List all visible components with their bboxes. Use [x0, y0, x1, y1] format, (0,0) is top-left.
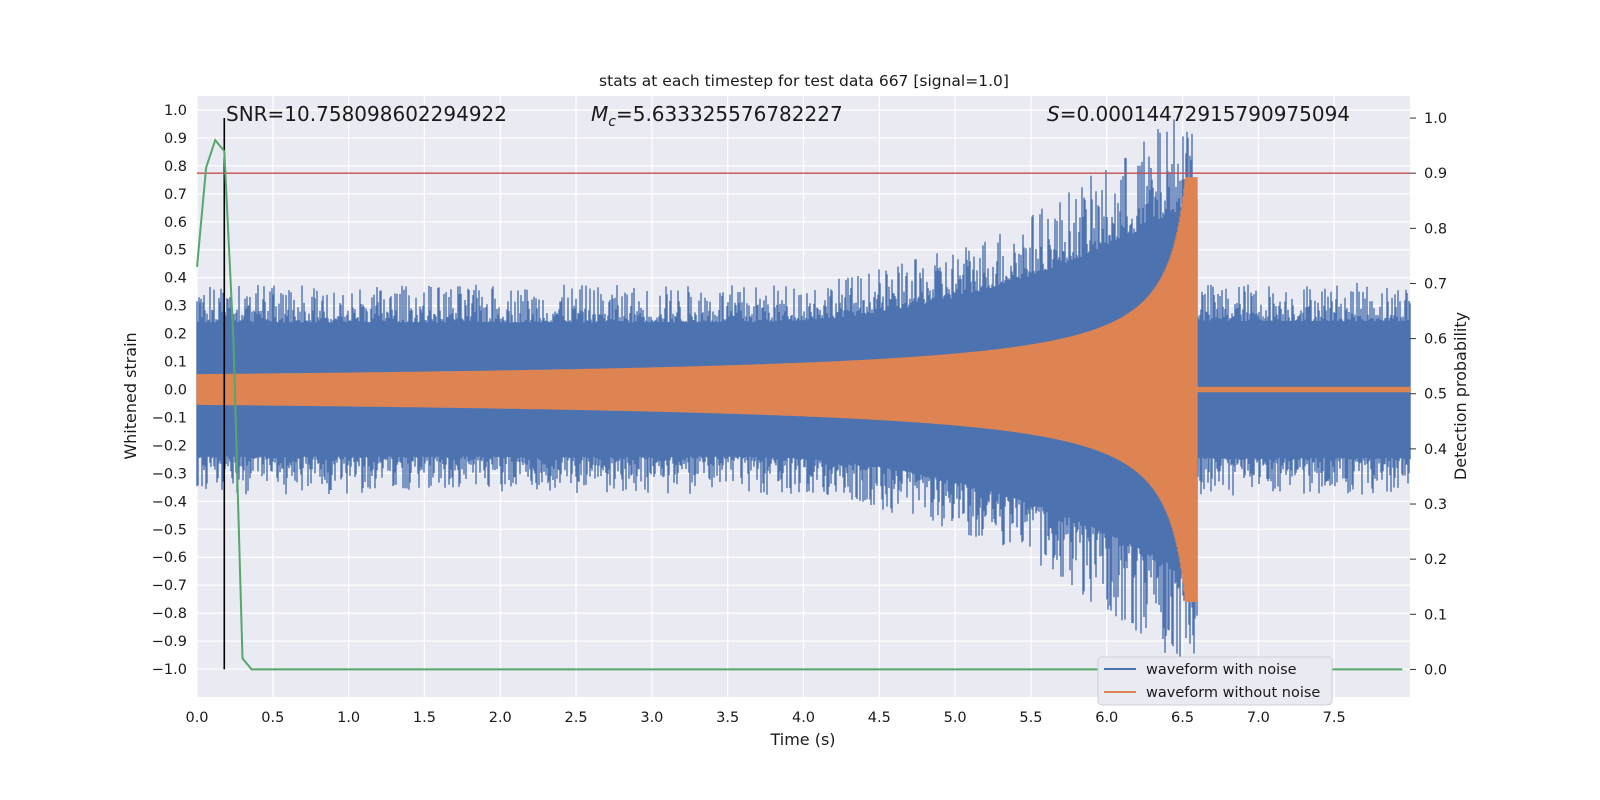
y-right-tick-label: 0.1	[1424, 607, 1447, 623]
y-left-tick-label: 0.1	[164, 355, 187, 371]
y-left-tick-label: −0.6	[152, 550, 187, 566]
s-value: =0.00014472915790975094	[1060, 102, 1350, 126]
y-left-tick-label: 0.2	[164, 327, 187, 343]
y-left-tick-label: 0.6	[164, 215, 187, 231]
y-right-tick-label: 0.0	[1424, 662, 1447, 678]
x-tick-label: 3.0	[640, 710, 663, 726]
chart-title: stats at each timestep for test data 667…	[599, 72, 1009, 90]
y-left-tick-label: −0.2	[152, 438, 187, 454]
x-axis-label: Time (s)	[769, 730, 835, 749]
x-axis-ticks: 0.0 0.5 1.0 1.5 2.0 2.5 3.0 3.5 4.0 4.5 5.0 5.5 6.0 6…	[185, 710, 1345, 726]
y-left-tick-label: 0.8	[164, 159, 187, 175]
x-tick-label: 6.5	[1171, 710, 1194, 726]
right-axis-ticks: 1.0 0.9 0.8 0.7 0.6 0.5 0.4 0.3 0.2 0.1 0.0	[1410, 111, 1447, 678]
y-right-tick-label: 0.5	[1424, 387, 1447, 403]
chirp-mass-symbol: M	[591, 102, 608, 126]
overlay-lines	[196, 118, 1410, 671]
y-right-tick-label: 0.2	[1424, 552, 1447, 568]
y-left-tick-label: −0.8	[152, 606, 187, 622]
y-left-tick-label: −0.1	[152, 410, 187, 426]
y-left-tick-label: 1.0	[164, 103, 187, 119]
y-left-tick-label: −0.4	[152, 494, 187, 510]
legend-label-clean: waveform without noise	[1146, 685, 1320, 701]
y-left-tick-label: 0.9	[164, 131, 187, 147]
y-right-tick-label: 0.4	[1424, 442, 1447, 458]
legend: waveform with noise waveform without noi…	[1097, 656, 1333, 706]
y-left-tick-label: −0.7	[152, 578, 187, 594]
annotation-chirp-mass: Mc=5.633325576782227	[591, 102, 843, 130]
y-left-tick-label: −0.5	[152, 522, 187, 538]
y-right-tick-label: 1.0	[1424, 111, 1447, 127]
series-waveform-without-noise	[196, 177, 1411, 602]
x-tick-label: 5.5	[1019, 710, 1042, 726]
left-axis-ticks: 1.0 0.9 0.8 0.7 0.6 0.5 0.4 0.3 0.2 0.1 0.0 −0.1 −0.…	[152, 103, 187, 678]
y-right-tick-label: 0.6	[1424, 332, 1447, 348]
y-right-tick-label: 0.9	[1424, 166, 1447, 182]
y-left-tick-label: 0.7	[164, 187, 187, 203]
chirp-mass-value: =5.633325576782227	[616, 102, 843, 126]
y-left-tick-label: −1.0	[152, 662, 187, 678]
y-right-tick-label: 0.7	[1424, 276, 1447, 292]
y-right-tick-label: 0.3	[1424, 497, 1447, 513]
y-right-tick-label: 0.8	[1424, 221, 1447, 237]
y-left-tick-label: −0.9	[152, 634, 187, 650]
x-tick-label: 4.5	[868, 710, 891, 726]
y-left-tick-label: 0.4	[164, 271, 187, 287]
legend-label-noise: waveform with noise	[1146, 662, 1297, 678]
x-tick-label: 4.0	[792, 710, 815, 726]
x-tick-label: 2.5	[565, 710, 588, 726]
x-tick-label: 7.0	[1247, 710, 1270, 726]
x-tick-label: 1.0	[337, 710, 360, 726]
x-tick-label: 1.5	[413, 710, 436, 726]
y-axis-label-left: Whitened strain	[121, 332, 140, 459]
series-detection-probability	[196, 138, 1403, 671]
y-left-tick-label: 0.0	[164, 383, 187, 399]
x-tick-label: 7.5	[1323, 710, 1346, 726]
x-tick-label: 6.0	[1095, 710, 1118, 726]
y-axis-label-right: Detection probability	[1451, 312, 1470, 480]
chirp-mass-subscript: c	[608, 114, 616, 130]
annotation-s: S=0.00014472915790975094	[1047, 102, 1350, 126]
y-left-tick-label: 0.3	[164, 299, 187, 315]
x-tick-label: 3.5	[716, 710, 739, 726]
legend-box	[1097, 656, 1333, 706]
x-tick-label: 0.5	[261, 710, 284, 726]
s-symbol: S	[1047, 102, 1060, 126]
y-left-tick-label: −0.3	[152, 466, 187, 482]
x-tick-label: 5.0	[944, 710, 967, 726]
annotation-snr: SNR=10.758098602294922	[226, 102, 507, 126]
x-tick-label: 2.0	[489, 710, 512, 726]
y-left-tick-label: 0.5	[164, 243, 187, 259]
x-tick-label: 0.0	[185, 710, 208, 726]
waveform-lines	[196, 119, 1411, 661]
